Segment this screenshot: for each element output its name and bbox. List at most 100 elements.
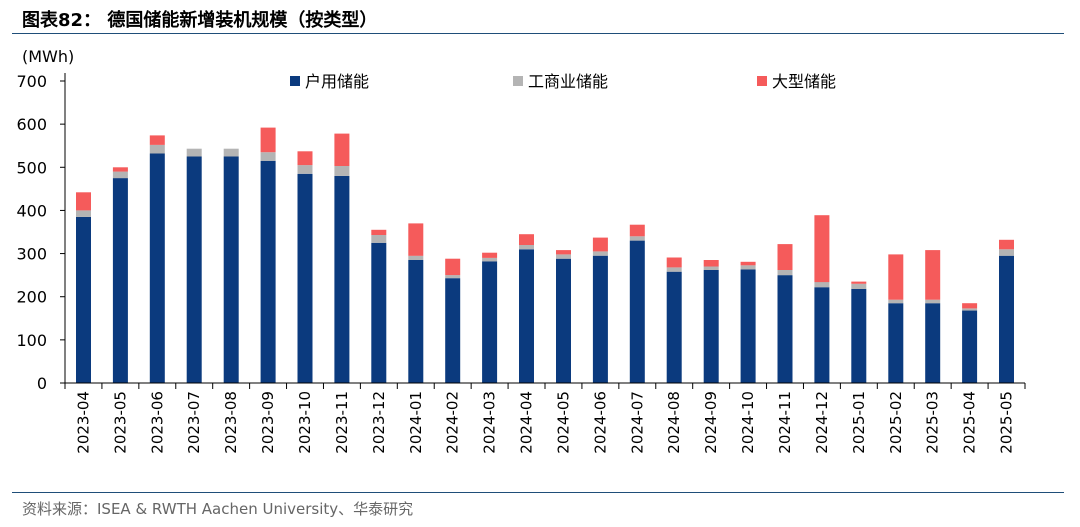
y-tick-label: 700 bbox=[16, 72, 47, 91]
bar-2023-10-series-2 bbox=[297, 151, 313, 166]
x-tick-label: 2023-05 bbox=[111, 391, 129, 454]
bar-2025-02-series-0 bbox=[888, 303, 904, 383]
axes bbox=[64, 73, 1026, 389]
bar-2024-05-series-0 bbox=[556, 258, 571, 383]
bar-2024-06-series-0 bbox=[592, 255, 608, 383]
bar-2024-10-series-0 bbox=[740, 269, 756, 383]
x-tick-label: 2024-09 bbox=[702, 391, 720, 454]
legend-label: 大型储能 bbox=[772, 72, 836, 91]
bar-2024-01-series-2 bbox=[408, 223, 424, 256]
bar-2024-05-series-1 bbox=[556, 254, 571, 259]
bar-2024-03-series-1 bbox=[482, 257, 498, 262]
bar-2024-09-series-0 bbox=[703, 270, 719, 383]
x-tick-label: 2023-08 bbox=[222, 391, 240, 454]
bar-2024-05-series-2 bbox=[556, 250, 571, 255]
bar-2024-03-series-2 bbox=[482, 252, 498, 258]
x-tick-label: 2025-02 bbox=[887, 391, 905, 454]
y-tick-label: 200 bbox=[16, 288, 47, 307]
x-tick-labels: 2023-04 2023-05 2023-06 2023-07 2023-08 2023-… bbox=[74, 391, 1015, 454]
bar-2024-06-series-1 bbox=[592, 251, 608, 256]
bar-2023-04-series-1 bbox=[76, 210, 91, 217]
bar-2023-09-series-1 bbox=[260, 152, 276, 161]
x-tick-label: 2023-10 bbox=[296, 391, 314, 454]
x-tick-label: 2025-03 bbox=[924, 391, 942, 454]
bar-2023-06-series-2 bbox=[149, 135, 165, 145]
legend-label: 户用储能 bbox=[305, 72, 369, 91]
bar-2024-12-series-0 bbox=[814, 287, 830, 383]
bar-2023-12-series-1 bbox=[371, 235, 387, 243]
bar-2024-12-series-1 bbox=[814, 282, 830, 288]
source-note: 资料来源：ISEA & RWTH Aachen University、华泰研究 bbox=[22, 500, 414, 518]
bar-2025-01-series-2 bbox=[851, 281, 867, 284]
bar-2024-08-series-1 bbox=[666, 267, 682, 272]
bar-2023-08-series-0 bbox=[223, 156, 239, 383]
bar-2025-05-series-1 bbox=[999, 249, 1014, 256]
figure-title: 图表82： 德国储能新增装机规模（按类型） bbox=[22, 10, 378, 31]
bar-group bbox=[76, 127, 1014, 383]
bar-2023-05-series-0 bbox=[112, 178, 128, 383]
x-tick-label: 2023-07 bbox=[185, 391, 203, 454]
bar-2023-09-series-0 bbox=[260, 160, 276, 383]
y-tick-label: 300 bbox=[16, 245, 47, 264]
bar-2025-05-series-0 bbox=[999, 255, 1014, 383]
bar-2023-05-series-1 bbox=[112, 171, 128, 179]
bar-2024-04-series-2 bbox=[519, 234, 534, 245]
bar-2025-03-series-1 bbox=[925, 299, 941, 304]
bar-2025-04-series-2 bbox=[962, 303, 978, 309]
bar-2023-09-series-2 bbox=[260, 127, 276, 153]
bar-2024-04-series-0 bbox=[519, 249, 534, 383]
x-tick-label: 2025-01 bbox=[850, 391, 868, 454]
bar-2024-11-series-1 bbox=[777, 270, 793, 276]
bar-2025-03-series-2 bbox=[925, 250, 941, 300]
x-tick-label: 2025-04 bbox=[961, 391, 979, 454]
bar-2024-12-series-2 bbox=[814, 215, 830, 283]
x-tick-label: 2023-12 bbox=[370, 391, 388, 454]
bar-2023-06-series-1 bbox=[149, 144, 165, 154]
bar-2023-05-series-2 bbox=[112, 167, 128, 172]
x-tick-label: 2024-04 bbox=[518, 391, 536, 454]
bar-2024-08-series-0 bbox=[666, 271, 682, 383]
bar-2025-01-series-0 bbox=[851, 288, 867, 383]
bar-2023-04-series-0 bbox=[76, 216, 91, 383]
bar-2023-11-series-0 bbox=[334, 175, 350, 383]
legend-swatch bbox=[290, 76, 300, 86]
bar-2024-11-series-2 bbox=[777, 244, 793, 270]
y-tick-label: 0 bbox=[37, 374, 47, 393]
bar-2025-03-series-0 bbox=[925, 303, 941, 383]
bar-2024-11-series-0 bbox=[777, 275, 793, 383]
bar-2023-11-series-2 bbox=[334, 133, 350, 166]
y-tick-label: 600 bbox=[16, 115, 47, 134]
bar-2024-01-series-0 bbox=[408, 260, 424, 383]
bar-2024-04-series-1 bbox=[519, 244, 534, 250]
legend: 户用储能 工商业储能 大型储能 bbox=[290, 72, 836, 91]
bar-2025-02-series-1 bbox=[888, 299, 904, 304]
bar-2023-11-series-1 bbox=[334, 166, 350, 176]
x-tick-label: 2025-05 bbox=[998, 391, 1016, 454]
x-tick-label: 2024-11 bbox=[776, 391, 794, 454]
x-tick-label: 2024-10 bbox=[739, 391, 757, 454]
source-divider bbox=[12, 492, 1064, 493]
bar-2024-08-series-2 bbox=[666, 257, 682, 268]
bar-2023-07-series-0 bbox=[186, 156, 202, 383]
bar-2024-07-series-1 bbox=[629, 236, 645, 241]
legend-swatch bbox=[513, 76, 523, 86]
y-tick-label: 400 bbox=[16, 201, 47, 220]
x-tick-label: 2024-08 bbox=[665, 391, 683, 454]
bar-2025-02-series-2 bbox=[888, 254, 904, 300]
x-tick-label: 2024-03 bbox=[481, 391, 499, 454]
bar-2023-10-series-0 bbox=[297, 173, 313, 383]
bar-2024-09-series-2 bbox=[703, 260, 719, 267]
bar-2024-03-series-0 bbox=[482, 261, 498, 383]
bar-2024-10-series-2 bbox=[740, 261, 756, 266]
x-tick-label: 2023-09 bbox=[259, 391, 277, 454]
y-tick-label: 500 bbox=[16, 158, 47, 177]
legend-swatch bbox=[757, 76, 767, 86]
y-tick-label: 100 bbox=[16, 331, 47, 350]
x-tick-label: 2024-01 bbox=[407, 391, 425, 454]
bar-2023-12-series-2 bbox=[371, 229, 387, 235]
bar-2024-02-series-1 bbox=[445, 275, 461, 279]
x-tick-label: 2023-04 bbox=[74, 391, 92, 454]
legend-label: 工商业储能 bbox=[528, 72, 608, 91]
x-tick-label: 2024-12 bbox=[813, 391, 831, 454]
